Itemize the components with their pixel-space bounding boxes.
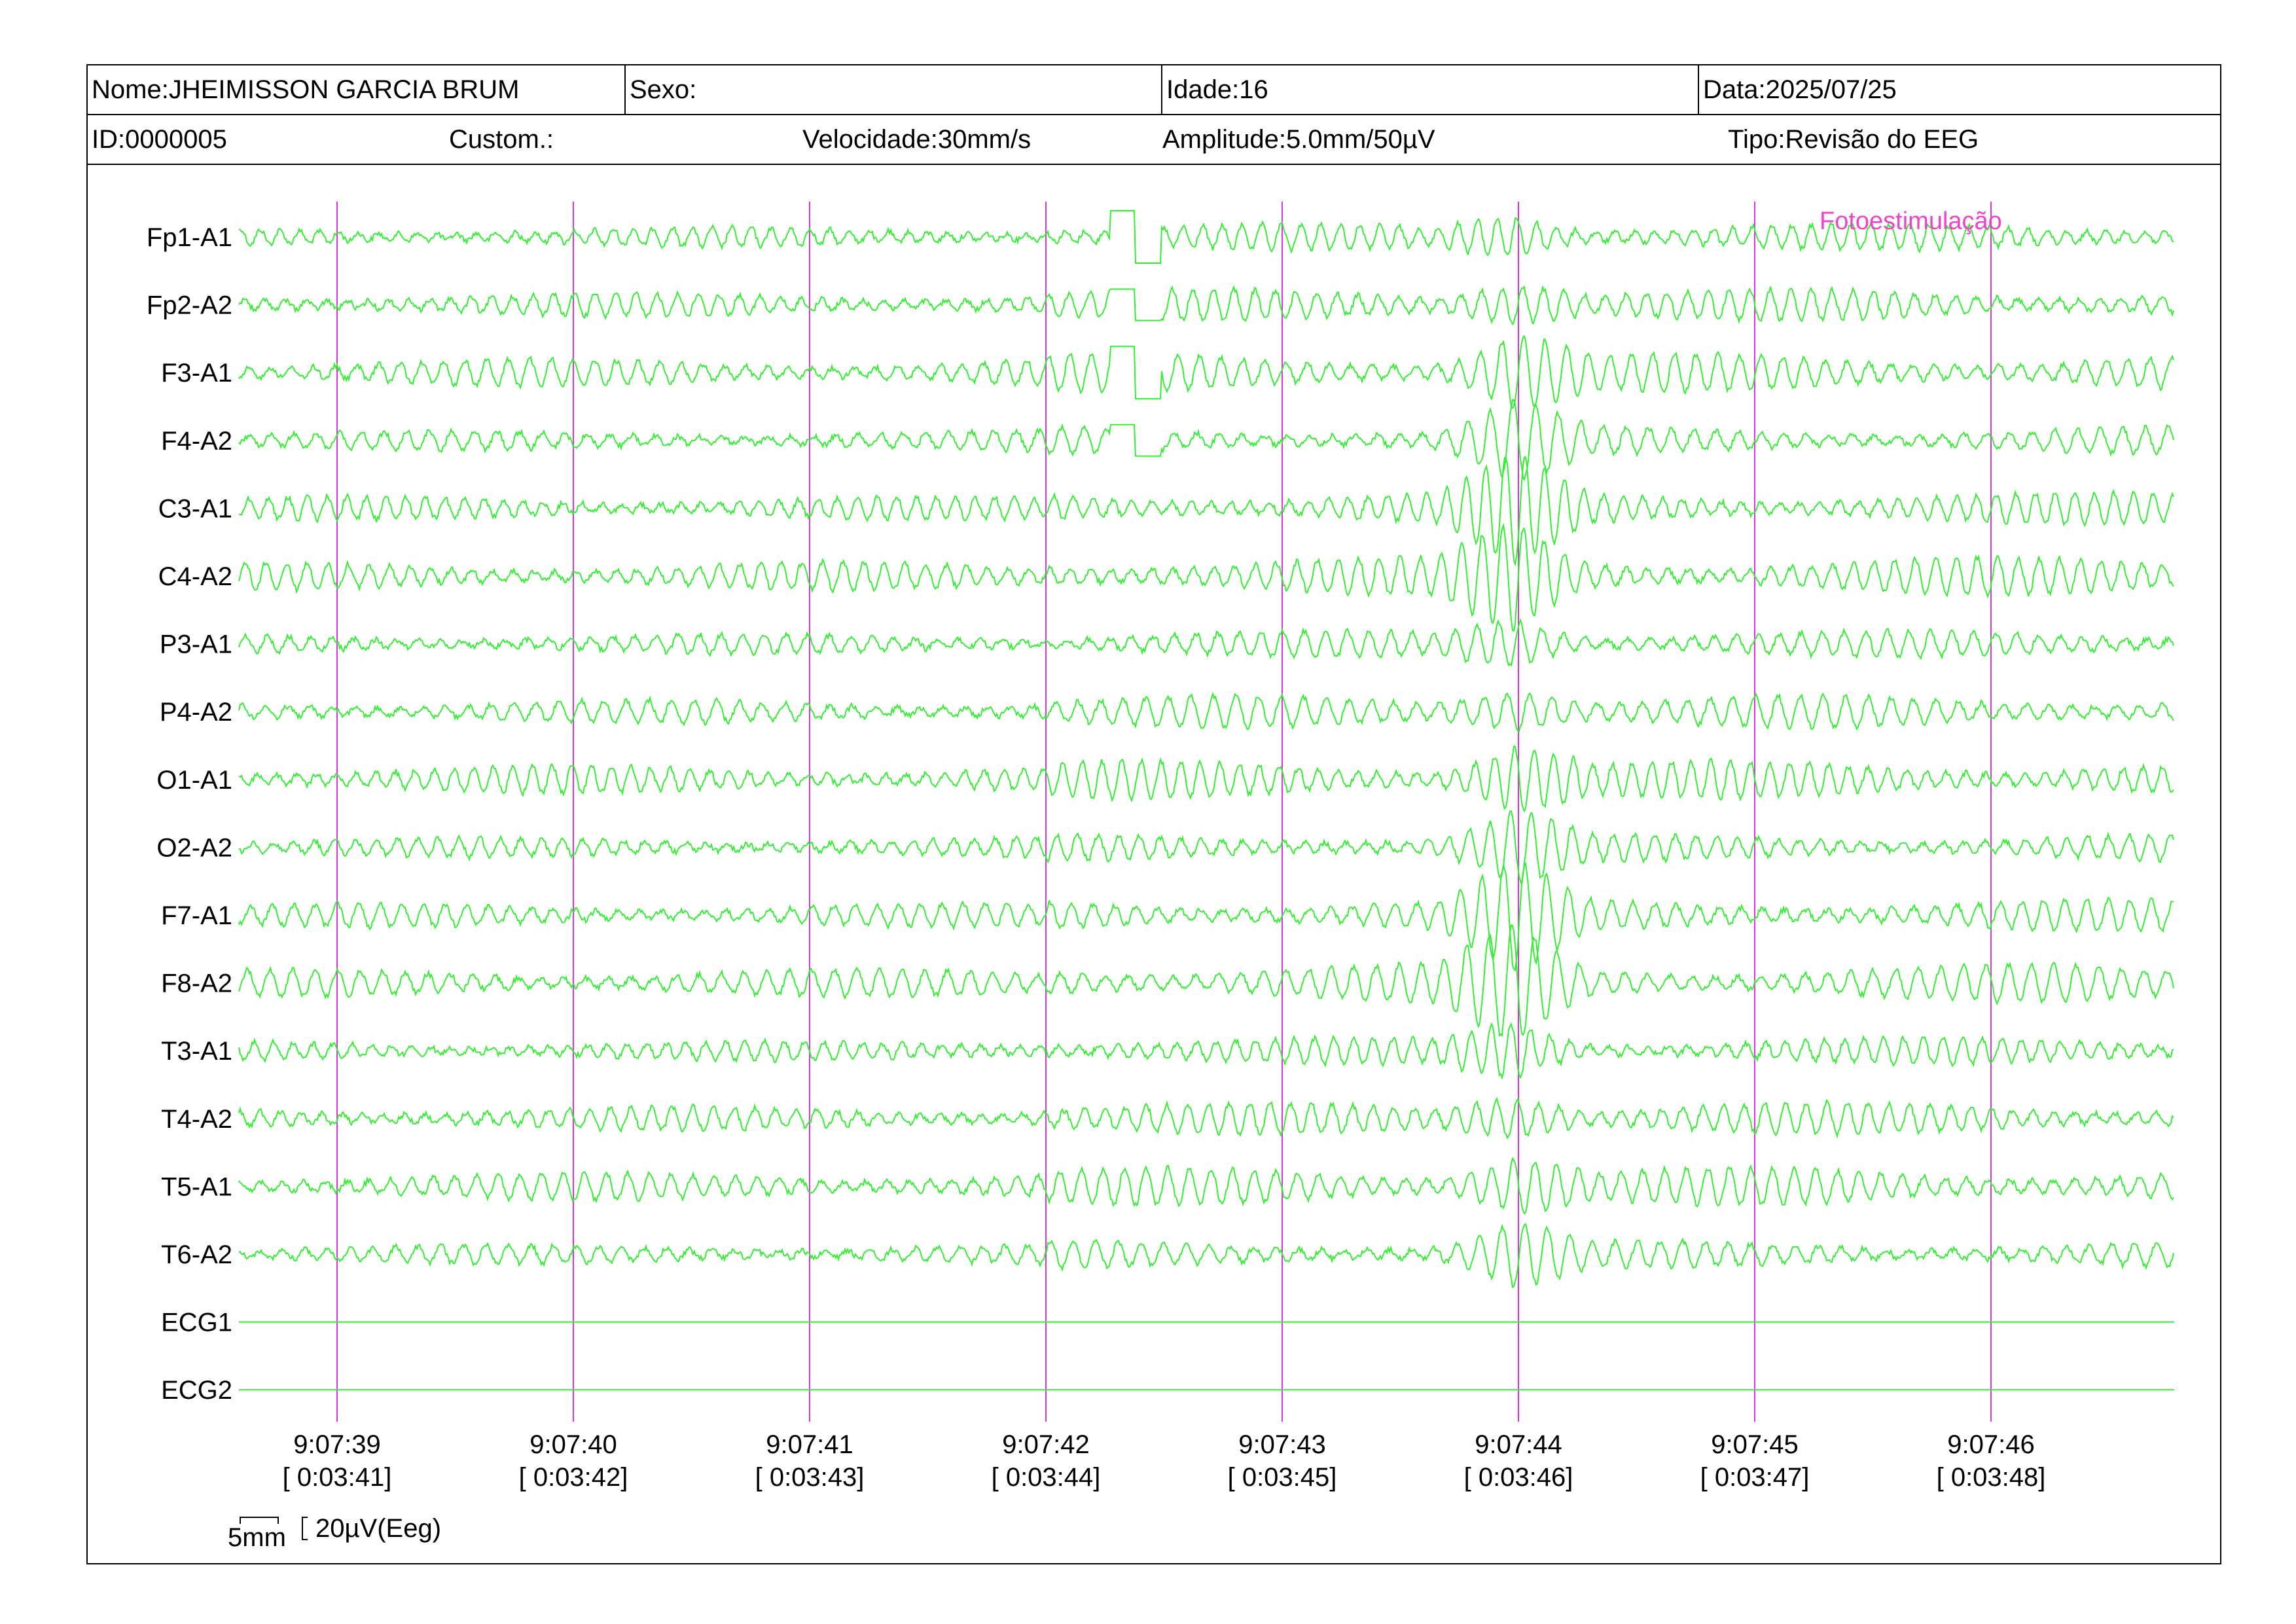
- channel-trace: [238, 1096, 2174, 1140]
- channel-trace: [238, 1022, 2174, 1081]
- channel-trace: [238, 334, 2174, 410]
- time-tick-elapsed: [ 0:03:46]: [1464, 1463, 1573, 1492]
- channel-trace: [238, 285, 2174, 326]
- time-tick-clock: 9:07:43: [1238, 1430, 1325, 1459]
- amplitude-setting: Amplitude:5.0mm/50µV: [1162, 125, 1435, 154]
- patient-id: ID:0000005: [92, 125, 227, 154]
- time-tick-elapsed: [ 0:03:41]: [283, 1463, 392, 1492]
- speed-setting: Velocidade:30mm/s: [802, 125, 1031, 154]
- channel-trace: [238, 456, 2174, 567]
- patient-sex: Sexo:: [624, 65, 1161, 114]
- time-tick-elapsed: [ 0:03:43]: [755, 1463, 865, 1492]
- scale-bar: 5mm 20µV(Eeg): [228, 1514, 441, 1552]
- channel-label: F4-A2: [161, 427, 232, 456]
- channel-trace: [238, 861, 2174, 972]
- second-markers: [336, 202, 1992, 1422]
- time-tick-clock: 9:07:45: [1711, 1430, 1798, 1459]
- eeg-report-frame: Nome:JHEIMISSON GARCIA BRUM Sexo: Idade:…: [86, 64, 2221, 1564]
- channel-label: P4-A2: [160, 698, 232, 727]
- time-tick-elapsed: [ 0:03:45]: [1228, 1463, 1337, 1492]
- channel-trace: [238, 746, 2174, 813]
- channel-label: ECG2: [161, 1376, 232, 1405]
- channel-trace: [238, 1157, 2174, 1215]
- channel-trace: [238, 924, 2174, 1038]
- channel-label: O2-A2: [156, 833, 232, 862]
- photostimulation-annotation: Fotoestimulação: [1820, 208, 2002, 235]
- channel-trace: [238, 618, 2174, 667]
- channel-label: C4-A2: [158, 562, 232, 591]
- channel-trace: [238, 1223, 2174, 1289]
- time-tick-elapsed: [ 0:03:44]: [992, 1463, 1101, 1492]
- channel-labels: Fp1-A1 Fp2-A2 F3-A1 F4-A2 C3-A1 C4-A2 P3-A1 P4-…: [147, 223, 232, 1405]
- time-tick-elapsed: [ 0:03:47]: [1700, 1463, 1810, 1492]
- channel-label: O1-A1: [156, 766, 232, 795]
- channel-label: C3-A1: [158, 494, 232, 523]
- channel-label: Fp2-A2: [147, 291, 232, 320]
- custom-field: Custom.:: [449, 125, 554, 154]
- channel-label: T5-A1: [161, 1172, 232, 1201]
- channel-label: P3-A1: [160, 630, 232, 659]
- header-row-settings: ID:0000005 Custom.: Velocidade:30mm/s Am…: [88, 115, 2220, 165]
- time-tick-elapsed: [ 0:03:42]: [519, 1463, 628, 1492]
- time-tick-clock: 9:07:46: [1947, 1430, 2034, 1459]
- amplitude-scale-label: 20µV(Eeg): [315, 1514, 441, 1543]
- time-tick-clock: 9:07:44: [1475, 1430, 1562, 1459]
- channel-label: F7-A1: [161, 901, 232, 930]
- header-row-patient: Nome:JHEIMISSON GARCIA BRUM Sexo: Idade:…: [88, 65, 2220, 115]
- channel-trace: [238, 522, 2174, 632]
- time-tick-clock: 9:07:40: [529, 1430, 617, 1459]
- channel-label: T4-A2: [161, 1105, 232, 1134]
- channel-traces: [238, 210, 2174, 1391]
- patient-name: Nome:JHEIMISSON GARCIA BRUM: [92, 75, 520, 104]
- channel-label: Fp1-A1: [147, 223, 232, 252]
- channel-trace: [238, 399, 2174, 482]
- exam-date: Data:2025/07/25: [1698, 65, 2221, 114]
- channel-trace: [238, 691, 2174, 732]
- channel-trace: [238, 810, 2174, 885]
- time-tick-clock: 9:07:42: [1002, 1430, 1089, 1459]
- time-tick-clock: 9:07:41: [766, 1430, 853, 1459]
- time-tick-clock: 9:07:39: [293, 1430, 380, 1459]
- time-tick-elapsed: [ 0:03:48]: [1937, 1463, 2046, 1492]
- review-type: Tipo:Revisão do EEG: [1728, 125, 1979, 154]
- channel-trace: [238, 210, 2174, 264]
- channel-label: F3-A1: [161, 359, 232, 388]
- amplitude-scale-mark: [302, 1517, 308, 1540]
- time-tick-labels: 9:07:39 [ 0:03:41] 9:07:40 [ 0:03:42] 9:07:4…: [283, 1430, 2046, 1492]
- patient-age: Idade:16: [1161, 65, 1698, 114]
- time-scale-mark: [240, 1517, 279, 1524]
- channel-label: T6-A2: [161, 1240, 232, 1269]
- channel-label: ECG1: [161, 1308, 232, 1337]
- time-scale-label: 5mm: [228, 1523, 286, 1552]
- channel-label: F8-A2: [161, 969, 232, 998]
- channel-label: T3-A1: [161, 1037, 232, 1066]
